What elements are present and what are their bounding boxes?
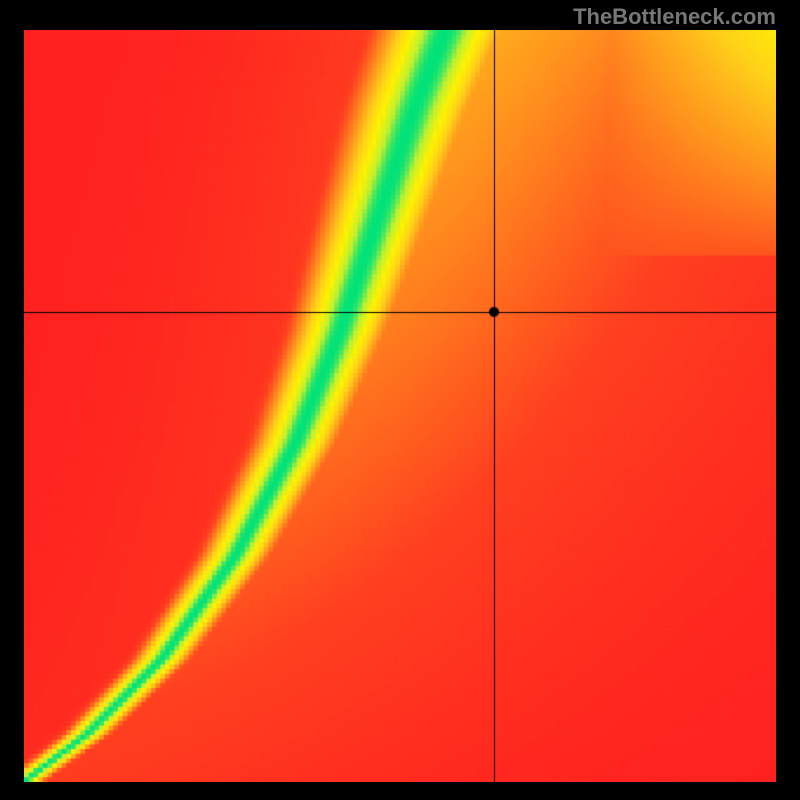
heatmap-plot [24,30,776,782]
watermark-text: TheBottleneck.com [573,4,776,30]
heatmap-canvas [24,30,776,782]
chart-container: TheBottleneck.com [0,0,800,800]
